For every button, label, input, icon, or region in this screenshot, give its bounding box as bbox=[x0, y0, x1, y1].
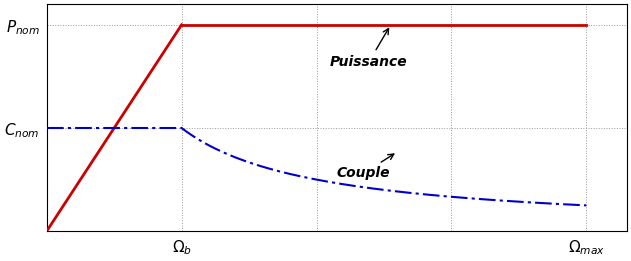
Text: Couple: Couple bbox=[337, 154, 394, 180]
Text: Puissance: Puissance bbox=[330, 28, 408, 69]
